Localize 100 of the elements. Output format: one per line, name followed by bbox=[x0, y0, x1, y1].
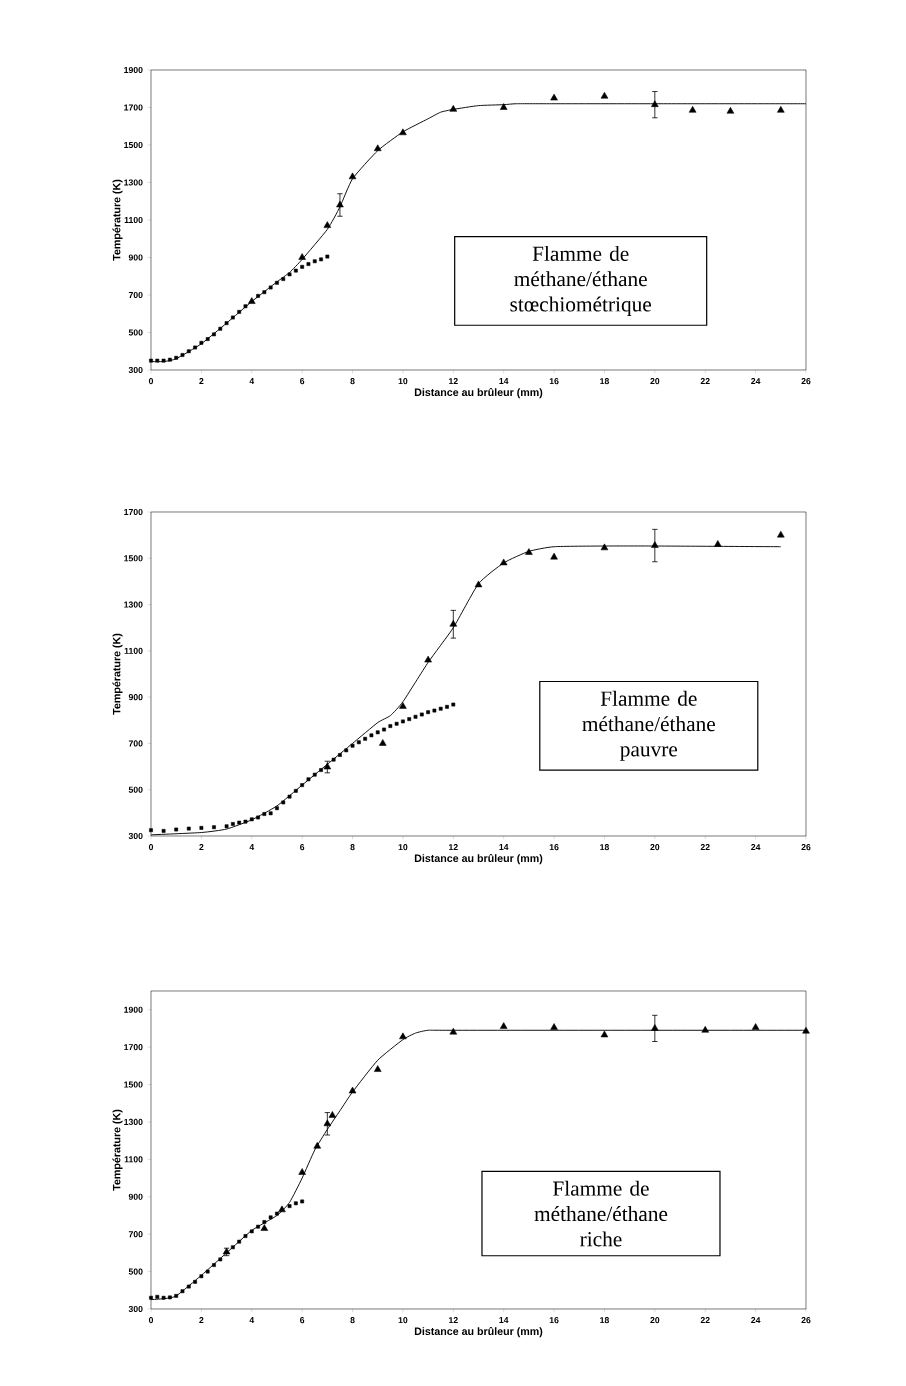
point bbox=[319, 257, 323, 262]
y-tick-label: 500 bbox=[128, 1268, 143, 1275]
y-tick-label: 1700 bbox=[124, 1044, 143, 1051]
x-tick-label: 26 bbox=[801, 1317, 811, 1324]
point bbox=[338, 753, 342, 757]
y-tick-label: 900 bbox=[128, 1193, 143, 1200]
point bbox=[193, 345, 197, 350]
point bbox=[275, 1211, 279, 1216]
point bbox=[149, 1295, 153, 1300]
y-tick-label: 500 bbox=[128, 786, 143, 793]
point bbox=[600, 543, 609, 551]
point bbox=[256, 294, 260, 298]
point bbox=[268, 1215, 273, 1220]
point bbox=[348, 172, 357, 180]
point bbox=[243, 1234, 248, 1238]
point bbox=[714, 540, 722, 547]
point bbox=[243, 304, 248, 309]
point bbox=[193, 1280, 197, 1284]
y-tick-label: 1500 bbox=[124, 1081, 143, 1088]
y-tick-label: 300 bbox=[128, 1305, 143, 1313]
point bbox=[262, 812, 267, 816]
x-tick-label: 0 bbox=[148, 844, 154, 851]
point bbox=[262, 290, 267, 295]
point bbox=[313, 1141, 321, 1149]
point bbox=[155, 1294, 160, 1299]
point bbox=[499, 558, 508, 566]
x-tick-label: 6 bbox=[300, 378, 305, 385]
point bbox=[344, 748, 349, 753]
point bbox=[180, 1289, 185, 1294]
point bbox=[363, 736, 367, 741]
point bbox=[293, 1201, 298, 1206]
point bbox=[394, 721, 399, 726]
point bbox=[300, 265, 305, 269]
point bbox=[726, 106, 735, 114]
point bbox=[237, 820, 242, 825]
x-tick-label: 8 bbox=[350, 844, 355, 851]
x-tick-label: 2 bbox=[199, 378, 204, 385]
y-tick-label: 700 bbox=[128, 291, 143, 299]
point bbox=[293, 789, 298, 793]
x-tick-label: 14 bbox=[499, 378, 509, 384]
point bbox=[451, 702, 456, 707]
point bbox=[186, 349, 191, 354]
x-tick-label: 2 bbox=[199, 844, 204, 851]
point bbox=[212, 1263, 216, 1267]
y-tick-label: 1900 bbox=[124, 66, 143, 74]
point bbox=[268, 285, 273, 290]
x-tick-label: 24 bbox=[751, 378, 761, 385]
point bbox=[438, 706, 443, 711]
point bbox=[287, 794, 292, 799]
y-tick-label: 700 bbox=[128, 740, 143, 747]
point bbox=[356, 740, 361, 745]
x-tick-label: 20 bbox=[650, 1317, 660, 1324]
point bbox=[306, 262, 311, 266]
point bbox=[701, 1026, 709, 1033]
x-tick-label: 4 bbox=[249, 378, 255, 384]
point bbox=[382, 727, 386, 732]
point bbox=[275, 806, 279, 811]
x-tick-label: 0 bbox=[148, 1317, 154, 1324]
point bbox=[248, 297, 256, 304]
point bbox=[449, 1027, 458, 1035]
point bbox=[449, 619, 458, 627]
point bbox=[369, 733, 374, 738]
y-tick-label: 900 bbox=[128, 254, 143, 261]
point bbox=[199, 340, 204, 345]
point bbox=[224, 321, 229, 325]
point bbox=[413, 714, 418, 719]
annotation: Flamme de méthane/éthane stœchiométrique bbox=[510, 245, 652, 316]
point bbox=[149, 358, 153, 363]
point bbox=[474, 580, 483, 588]
point bbox=[224, 824, 229, 829]
point bbox=[287, 272, 292, 277]
point bbox=[348, 1086, 357, 1094]
point bbox=[180, 353, 185, 357]
x-axis-title: Distance au brûleur (mm) bbox=[414, 1326, 543, 1338]
x-tick-label: 10 bbox=[398, 378, 408, 385]
point bbox=[319, 768, 323, 772]
point bbox=[407, 717, 412, 721]
point bbox=[262, 1220, 267, 1224]
point bbox=[550, 1023, 558, 1030]
point bbox=[218, 1257, 223, 1262]
y-tick-label: 1900 bbox=[124, 1006, 143, 1013]
x-tick-label: 8 bbox=[350, 378, 355, 385]
point bbox=[268, 811, 273, 816]
point bbox=[499, 103, 508, 110]
y-tick-label: 1300 bbox=[124, 179, 143, 186]
point bbox=[237, 1239, 242, 1244]
point bbox=[186, 826, 191, 831]
x-tick-label: 6 bbox=[300, 1317, 305, 1324]
point bbox=[600, 1030, 609, 1038]
point bbox=[312, 772, 317, 777]
x-tick-label: 26 bbox=[801, 378, 811, 385]
point bbox=[212, 825, 216, 830]
y-axis-title: Température (K) bbox=[112, 179, 123, 261]
point bbox=[688, 106, 697, 113]
x-tick-label: 14 bbox=[499, 844, 509, 850]
point bbox=[278, 1205, 286, 1213]
point bbox=[161, 358, 166, 363]
point bbox=[168, 1295, 172, 1300]
point bbox=[331, 757, 336, 762]
point bbox=[323, 221, 332, 228]
